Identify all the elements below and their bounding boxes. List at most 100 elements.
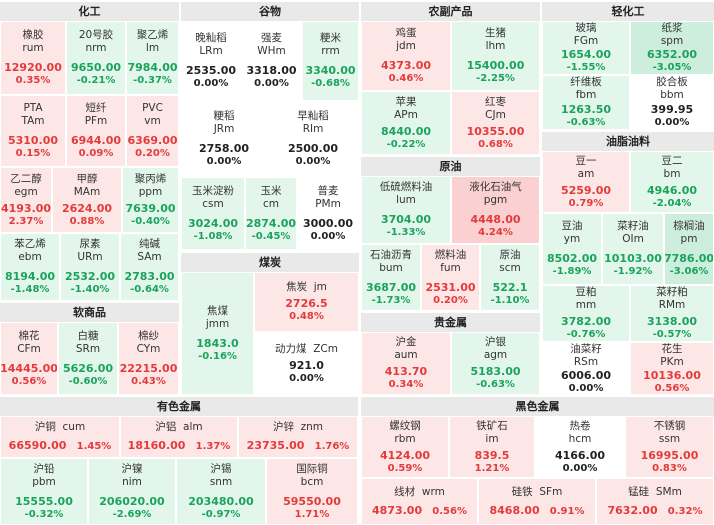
contract-tile-jm[interactable]: 焦炭 jm 2726.5 0.48% (254, 272, 359, 332)
contract-name: 沪铜 (34, 421, 56, 433)
contract-price: 4373.00 (380, 59, 432, 72)
contract-tile-bcm[interactable]: 国际铜 bcm 59550.00 1.71% (266, 458, 358, 525)
contract-tile-lhm[interactable]: 生猪 lhm 15400.00 -2.25% (451, 21, 540, 91)
contract-tile-RMm[interactable]: 菜籽粕 RMm 3138.00 -0.57% (630, 285, 714, 342)
contract-name: 普麦 (317, 184, 339, 197)
contract-code: rrm (321, 45, 340, 57)
contract-code: cm (262, 197, 279, 210)
contract-tile-bbm[interactable]: 胶合板 bbm 399.95 0.00% (630, 75, 714, 130)
sector-title[interactable]: 谷物 (181, 2, 359, 21)
contract-tile-snm[interactable]: 沪锡 snm 203480.00 -0.97% (176, 458, 266, 525)
contract-tile-SRm[interactable]: 白糖 SRm 5626.00 -0.60% (58, 322, 118, 395)
contract-tile-spm[interactable]: 纸浆 spm 6352.00 -3.05% (630, 21, 714, 75)
contract-price: 1263.50 (560, 103, 612, 116)
contract-price: 921.0 (289, 358, 324, 372)
contract-tile-fbm[interactable]: 纤维板 fbm 1263.50 -0.63% (542, 75, 630, 130)
contract-tile-MAm[interactable]: 甲醇 MAm 2624.00 0.88% (52, 167, 122, 233)
contract-change: 0.00% (206, 156, 242, 167)
contract-tile-lum[interactable]: 低硫燃料油 lum 3704.00 -1.33% (361, 176, 451, 244)
contract-tile-vm[interactable]: PVC vm 6369.00 0.20% (126, 95, 179, 167)
contract-tile-mm[interactable]: 豆粕 mm 3782.00 -0.76% (542, 285, 630, 342)
contract-tile-wrm[interactable]: 线材 wrm 4873.00 0.56% (361, 478, 478, 525)
contract-tile-lm[interactable]: 聚乙烯 lm 7984.00 -0.37% (126, 21, 179, 95)
sector-title[interactable]: 黑色金属 (361, 397, 714, 416)
contract-tile-SFm[interactable]: 硅铁 SFm 8468.00 0.91% (478, 478, 596, 525)
contract-tile-cum[interactable]: 沪铜 cum 66590.00 1.45% (0, 416, 120, 458)
contract-tile-RIm[interactable]: 早籼稻 RIm 2500.00 0.00% (267, 101, 359, 177)
contract-tile-aum[interactable]: 沪金 aum 413.70 0.34% (361, 332, 451, 395)
contract-tile-bm[interactable]: 豆二 bm 4946.00 -2.04% (630, 151, 714, 213)
contract-tile-PFm[interactable]: 短纤 PFm 6944.00 0.09% (66, 95, 126, 167)
contract-tile-im[interactable]: 铁矿石 im 839.5 1.21% (449, 416, 535, 478)
contract-tile-pm[interactable]: 棕榈油 pm 7786.00 -3.06% (664, 213, 714, 285)
contract-tile-csm[interactable]: 玉米淀粉 csm 3024.00 -1.08% (181, 177, 245, 250)
contract-tile-pbm[interactable]: 沪铅 pbm 15555.00 -0.32% (0, 458, 88, 525)
contract-name: PTA (23, 102, 43, 114)
contract-tile-scm[interactable]: 原油 scm 522.1 -1.10% (480, 244, 540, 311)
contract-tile-nim[interactable]: 沪镍 nim 206020.00 -2.69% (88, 458, 176, 525)
sector-title[interactable]: 贵金属 (361, 313, 540, 332)
contract-tile-rbm[interactable]: 螺纹钢 rbm 4124.00 0.59% (361, 416, 449, 478)
contract-tile-CYm[interactable]: 棉纱 CYm 22215.00 0.43% (118, 322, 179, 395)
contract-tile-fum[interactable]: 燃料油 fum 2531.00 0.20% (421, 244, 480, 311)
contract-tile-FGm[interactable]: 玻璃 FGm 1654.00 -1.55% (542, 21, 630, 75)
contract-tile-ppm[interactable]: 聚丙烯 ppm 7639.00 -0.40% (122, 167, 179, 233)
contract-code: rum (22, 42, 44, 54)
contract-change: -3.05% (652, 62, 692, 73)
contract-tile-TAm[interactable]: PTA TAm 5310.00 0.15% (0, 95, 66, 167)
contract-tile-bum[interactable]: 石油沥青 bum 3687.00 -1.73% (361, 244, 421, 311)
contract-tile-alm[interactable]: 沪铝 alm 18160.00 1.37% (120, 416, 238, 458)
contract-tile-nrm[interactable]: 20号胶 nrm 9650.00 -0.21% (66, 21, 126, 95)
contract-code: ebm (18, 251, 42, 263)
contract-tile-APm[interactable]: 苹果 APm 8440.00 -0.22% (361, 91, 451, 155)
contract-tile-agm[interactable]: 沪银 agm 5183.00 -0.63% (451, 332, 540, 395)
contract-tile-RSm[interactable]: 油菜籽 RSm 6006.00 0.00% (542, 342, 630, 395)
sector-title[interactable]: 农副产品 (361, 2, 540, 21)
contract-tile-ym[interactable]: 豆油 ym 8502.00 -1.89% (542, 213, 602, 285)
contract-tile-am[interactable]: 豆一 am 5259.00 0.79% (542, 151, 630, 213)
contract-tile-URm[interactable]: 尿素 URm 2532.00 -1.40% (60, 233, 120, 301)
contract-tile-CJm[interactable]: 红枣 CJm 10355.00 0.68% (451, 91, 540, 155)
contract-tile-egm[interactable]: 乙二醇 egm 4193.00 2.37% (0, 167, 52, 233)
contract-tile-cm[interactable]: 玉米 cm 2874.00 -0.45% (245, 177, 297, 250)
contract-change: -1.73% (371, 294, 411, 306)
contract-tile-SMm[interactable]: 锰硅 SMm 7632.00 0.32% (596, 478, 714, 525)
contract-name: 甲醇 (76, 172, 98, 185)
sector-title[interactable]: 原油 (361, 157, 540, 176)
contract-tile-WHm[interactable]: 强麦 WHm 3318.00 0.00% (241, 21, 302, 101)
contract-change: 1.76% (314, 441, 350, 452)
contract-code: PKm (660, 355, 684, 368)
sector-soft: 软商品 棉花 CFm 14445.00 0.56% 白糖 SRm 5626.00 -0.60% 棉… (0, 303, 179, 395)
contract-tile-rrm[interactable]: 粳米 rrm 3340.00 -0.68% (302, 21, 359, 101)
contract-tile-pgm[interactable]: 液化石油气 pgm 4448.00 4.24% (451, 176, 540, 244)
contract-tile-ZCm[interactable]: 动力煤 ZCm 921.0 0.00% (254, 332, 359, 395)
contract-change: 4.24% (478, 227, 513, 238)
contract-tile-JRm[interactable]: 粳稻 JRm 2758.00 0.00% (181, 101, 267, 177)
contract-tile-PKm[interactable]: 花生 PKm 10136.00 0.56% (630, 342, 714, 395)
contract-price: 7639.00 (125, 201, 176, 215)
contract-tile-SAm[interactable]: 纯碱 SAm 2783.00 -0.64% (120, 233, 179, 301)
sector-title[interactable]: 化工 (0, 2, 179, 21)
sector-ferrous: 黑色金属 螺纹钢 rbm 4124.00 0.59% 铁矿石 im 839.5 1.21% 热卷 h… (361, 397, 714, 525)
contract-tile-jmm[interactable]: 焦煤 jmm 1843.0 -0.16% (181, 272, 254, 395)
contract-tile-ssm[interactable]: 不锈钢 ssm 16995.00 0.83% (625, 416, 714, 478)
sector-title[interactable]: 有色金属 (0, 397, 358, 416)
contract-tile-hcm[interactable]: 热卷 hcm 4166.00 0.00% (535, 416, 625, 478)
contract-change: -0.76% (566, 329, 606, 340)
contract-code: TAm (21, 115, 45, 127)
contract-tile-jdm[interactable]: 鸡蛋 jdm 4373.00 0.46% (361, 21, 451, 91)
contract-tile-rum[interactable]: 橡胶 rum 12920.00 0.35% (0, 21, 66, 95)
sector-title[interactable]: 软商品 (0, 303, 179, 322)
contract-tile-PMm[interactable]: 普麦 PMm 3000.00 0.00% (297, 177, 359, 250)
contract-tile-OIm[interactable]: 菜籽油 OIm 10103.00 -1.92% (602, 213, 664, 285)
contract-name: 苯乙烯 (14, 238, 46, 250)
contract-change: -1.55% (566, 62, 606, 73)
sector-title[interactable]: 油脂油料 (542, 132, 714, 151)
contract-tile-CFm[interactable]: 棉花 CFm 14445.00 0.56% (0, 322, 58, 395)
sector-title[interactable]: 轻化工 (542, 2, 714, 21)
sector-title[interactable]: 煤炭 (181, 253, 359, 272)
contract-tile-ebm[interactable]: 苯乙烯 ebm 8194.00 -1.48% (0, 233, 60, 301)
contract-change: 0.56% (432, 505, 467, 517)
contract-tile-znm[interactable]: 沪锌 znm 23735.00 1.76% (238, 416, 358, 458)
contract-tile-LRm[interactable]: 晚籼稻 LRm 2535.00 0.00% (181, 21, 241, 101)
